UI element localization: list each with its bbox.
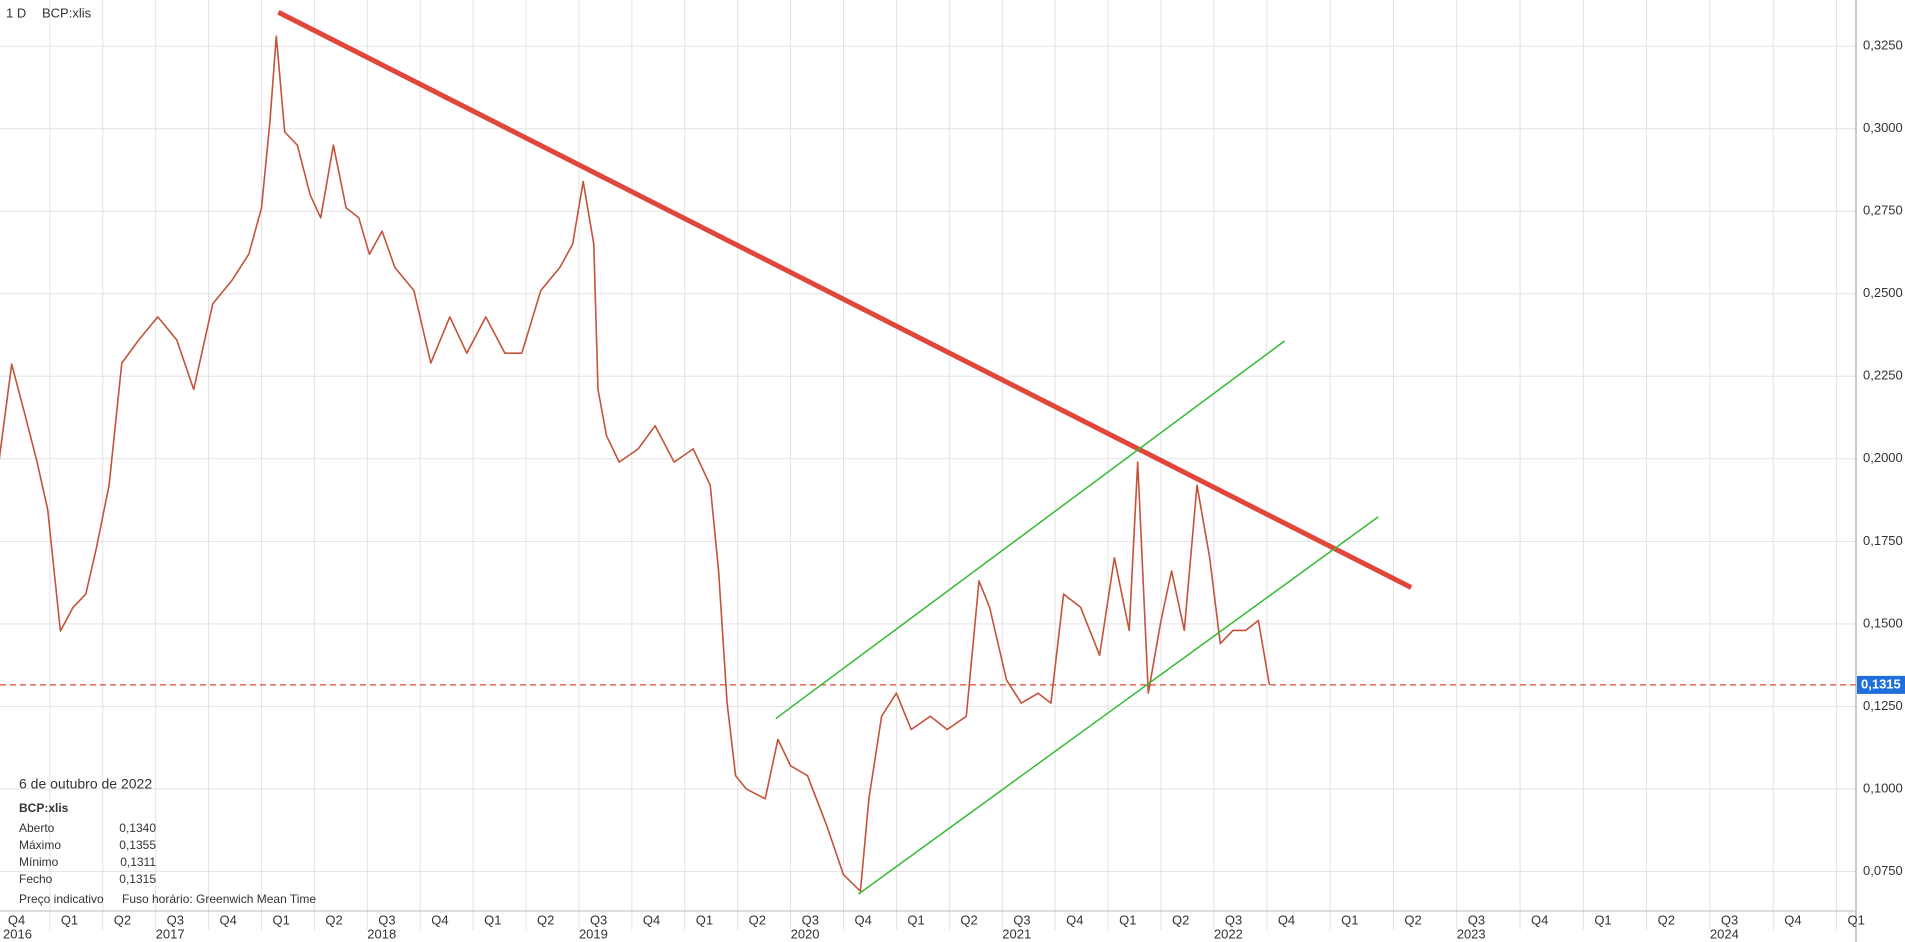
x-tick-label: Q4: [643, 912, 660, 927]
info-symbol: BCP:xlis: [19, 801, 69, 815]
y-tick-label: 0,2250: [1863, 368, 1903, 383]
y-tick-label: 0,2500: [1863, 285, 1903, 300]
info-value: 0,1311: [120, 855, 156, 869]
year-label: 2022: [1214, 926, 1243, 941]
x-tick-label: Q2: [1172, 912, 1189, 927]
x-tick-label: Q2: [749, 912, 766, 927]
x-tick-label: Q4: [855, 912, 872, 927]
info-label: Mínimo: [19, 855, 59, 869]
info-label: Máximo: [19, 838, 61, 852]
info-footer: Fuso horário: Greenwich Mean Time: [122, 892, 316, 906]
x-tick-label: Q2: [1404, 912, 1421, 927]
x-tick-label: Q4: [1278, 912, 1295, 927]
x-tick-label: Q3: [590, 912, 607, 927]
last-price-label: 0,1315: [1861, 676, 1901, 691]
plot: [0, 9, 1856, 895]
x-tick-label: Q1: [696, 912, 713, 927]
symbol: BCP:xlis: [42, 5, 92, 20]
price-line: [0, 35, 1271, 892]
x-tick-label: Q3: [1721, 912, 1738, 927]
x-tick-label: Q1: [1594, 912, 1611, 927]
trendline: [277, 9, 1413, 590]
x-tick-label: Q4: [1531, 912, 1548, 927]
x-tick-label: Q2: [960, 912, 977, 927]
y-tick-label: 0,3250: [1863, 38, 1903, 53]
info-date: 6 de outubro de 2022: [19, 776, 152, 792]
info-value: 0,1315: [119, 872, 156, 886]
x-tick-label: Q2: [325, 912, 342, 927]
trendline: [857, 516, 1379, 895]
x-tick-label: Q4: [1066, 912, 1083, 927]
y-tick-label: 0,1250: [1863, 698, 1903, 713]
x-tick-label: Q3: [1225, 912, 1242, 927]
y-tick-label: 0,3000: [1863, 120, 1903, 135]
x-tick-label: Q3: [378, 912, 395, 927]
x-tick-label: Q2: [1658, 912, 1675, 927]
x-tick-label: Q3: [1013, 912, 1030, 927]
x-tick-label: Q3: [167, 912, 184, 927]
year-label: 2016: [3, 926, 32, 941]
x-tick-label: Q1: [1341, 912, 1358, 927]
y-tick-label: 0,2000: [1863, 450, 1903, 465]
x-tick-label: Q4: [431, 912, 448, 927]
year-label: 2021: [1002, 926, 1031, 941]
x-tick-label: Q2: [114, 912, 131, 927]
x-tick-label: Q3: [802, 912, 819, 927]
year-label: 2023: [1457, 926, 1486, 941]
year-label: 2024: [1710, 926, 1739, 941]
y-tick-label: 0,0750: [1863, 863, 1903, 878]
interval: 1 D: [6, 5, 26, 20]
y-tick-label: 0,1000: [1863, 780, 1903, 795]
last-price-box: [1857, 675, 1905, 694]
x-tick-label: Q3: [1468, 912, 1485, 927]
x-tick-label: Q1: [484, 912, 501, 927]
year-label: 2019: [579, 926, 608, 941]
x-tick-label: Q4: [8, 912, 25, 927]
info-panel: 6 de outubro de 2022 BCP:xlis Aberto 0,1…: [19, 776, 316, 906]
info-footer: Preço indicativo: [19, 892, 104, 906]
info-value: 0,1340: [119, 821, 156, 835]
info-value: 0,1355: [119, 838, 156, 852]
year-label: 2017: [156, 926, 185, 941]
x-tick-label: Q1: [272, 912, 289, 927]
x-tick-label: Q1: [1848, 912, 1865, 927]
y-tick-label: 0,1500: [1863, 615, 1903, 630]
info-label: Aberto: [19, 821, 55, 835]
y-tick-label: 0,2750: [1863, 203, 1903, 218]
x-tick-label: Q1: [61, 912, 78, 927]
x-tick-label: Q4: [220, 912, 237, 927]
year-label: 2018: [367, 926, 396, 941]
grid: [0, 0, 1856, 930]
x-tick-label: Q2: [537, 912, 554, 927]
x-tick-label: Q1: [907, 912, 924, 927]
x-tick-label: Q4: [1784, 912, 1801, 927]
x-tick-label: Q1: [1119, 912, 1136, 927]
year-label: 2020: [791, 926, 820, 941]
trendline: [775, 340, 1285, 720]
info-label: Fecho: [19, 872, 53, 886]
y-tick-label: 0,1750: [1863, 533, 1903, 548]
